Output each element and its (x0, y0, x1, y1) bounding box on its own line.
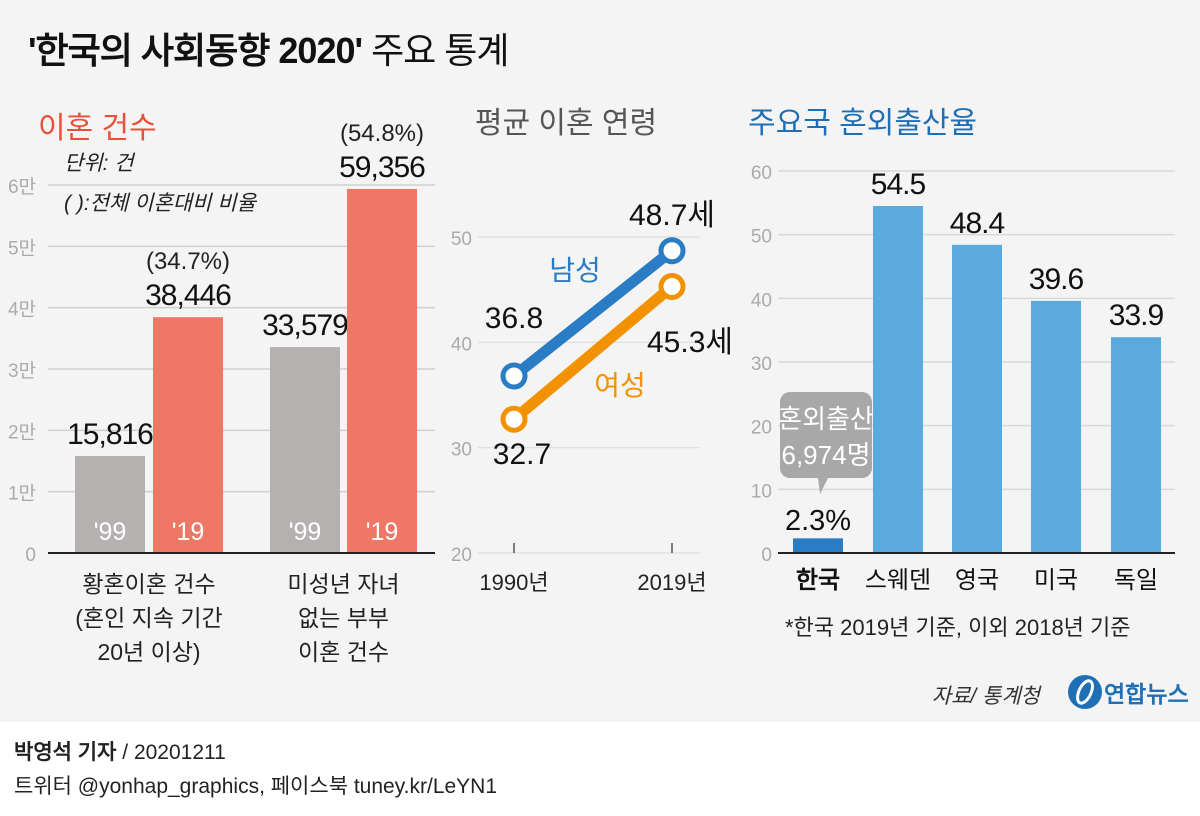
y-tick-label: 3만 (8, 360, 36, 382)
callout-text: 혼외출산 (778, 404, 874, 434)
category-label: 미성년 자녀 (287, 571, 399, 597)
category-label: 미국 (1034, 567, 1078, 594)
data-point (658, 273, 686, 301)
bar-year-label: '19 (366, 518, 399, 546)
category-label: 황혼이혼 건수 (82, 571, 215, 597)
bar-2019 (347, 188, 417, 553)
logo-icon (1068, 675, 1102, 709)
line-male (510, 246, 676, 381)
value-label: 32.7 (493, 438, 551, 471)
category-label: 20년 이상) (97, 639, 200, 665)
value-label: 33.9 (1109, 299, 1164, 332)
source-label: 자료/ 통계청 (932, 685, 1043, 708)
y-tick-label: 4만 (8, 299, 36, 321)
unit-note: 단위: 건 (64, 152, 136, 175)
y-tick-label: 40 (451, 334, 472, 355)
date: / 20201211 (116, 741, 226, 764)
chart2-title: 평균 이혼 연령 (475, 107, 657, 140)
bar-1 (873, 206, 923, 553)
y-tick-label: 20 (751, 418, 772, 439)
y-tick-label: 1만 (8, 483, 36, 505)
share-label: (34.7%) (146, 248, 230, 275)
bar-year-label: '19 (172, 518, 205, 546)
value-label: 59,356 (339, 151, 425, 184)
category-label: 스웨덴 (865, 567, 931, 594)
value-label: 39.6 (1029, 263, 1084, 296)
title-main: '한국의 사회동향 2020' (28, 30, 363, 71)
y-tick-label: 40 (751, 290, 772, 311)
y-tick-label: 30 (451, 440, 472, 461)
data-point (500, 405, 528, 433)
callout-text: 6,974명 (782, 440, 871, 470)
bar-2019 (153, 317, 223, 553)
logo-icon-mark (1076, 679, 1094, 705)
footnote: *한국 2019년 기준, 이외 2018년 기준 (785, 615, 1131, 640)
y-tick-label: 50 (451, 229, 472, 250)
social-links: 트위터 @yonhap_graphics, 페이스북 tuney.kr/LeYN… (14, 775, 498, 798)
bar-3 (1031, 300, 1081, 553)
value-label: 2.3% (785, 505, 851, 537)
bar-2 (952, 244, 1002, 553)
value-label: 38,446 (145, 279, 231, 312)
series-label-male: 남성 (549, 255, 601, 286)
category-label: 영국 (955, 567, 999, 594)
x-tick-label: 2019년 (637, 570, 706, 595)
bar-0 (793, 538, 843, 553)
y-tick-label: 0 (761, 545, 772, 566)
x-tick-label: 1990년 (479, 570, 548, 595)
category-label: (혼인 지속 기간 (75, 605, 222, 631)
y-tick-label: 6만 (8, 176, 36, 198)
data-point (658, 237, 686, 265)
bar-year-label: '99 (289, 518, 322, 546)
callout-bubble (780, 392, 872, 494)
share-label: (54.8%) (340, 120, 424, 147)
value-label: 33,579 (262, 309, 348, 342)
value-label: 36.8 (485, 302, 543, 335)
y-tick-label: 50 (751, 227, 772, 248)
series-label-female: 여성 (594, 370, 646, 401)
line-female (510, 282, 676, 424)
category-label: 한국 (796, 567, 840, 594)
value-label: 15,816 (67, 418, 153, 451)
value-label: 45.3세 (647, 326, 733, 359)
logo-text: 연합뉴스 (1104, 681, 1189, 707)
value-label: 48.7세 (629, 199, 715, 232)
y-tick-label: 30 (751, 354, 772, 375)
bar-1999 (270, 347, 340, 553)
reporter: 박영석 기자 (14, 741, 117, 764)
title-sub: 주요 통계 (362, 30, 509, 71)
value-label: 48.4 (950, 207, 1005, 240)
y-tick-label: 5만 (8, 237, 36, 259)
bar-year-label: '99 (94, 518, 127, 546)
y-tick-label: 10 (751, 481, 772, 502)
category-label: 없는 부부 (298, 605, 389, 631)
chart3-title: 주요국 혼외출산율 (748, 107, 977, 140)
bar-1999 (75, 455, 145, 553)
value-label: 54.5 (871, 168, 926, 201)
page-title: '한국의 사회동향 2020' 주요 통계 (28, 22, 510, 74)
category-label: 독일 (1114, 567, 1158, 594)
ratio-note: ( ):전체 이혼대비 비율 (64, 192, 258, 215)
y-tick-label: 0 (25, 545, 36, 566)
category-label: 이혼 건수 (298, 639, 389, 665)
y-tick-label: 2만 (8, 421, 36, 443)
y-tick-label: 20 (451, 545, 472, 566)
chart1-title: 이혼 건수 (38, 112, 157, 145)
y-tick-label: 60 (751, 163, 772, 184)
bar-4 (1111, 337, 1161, 553)
data-point (500, 362, 528, 390)
byline: 박영석 기자 / 20201211 (14, 736, 226, 766)
